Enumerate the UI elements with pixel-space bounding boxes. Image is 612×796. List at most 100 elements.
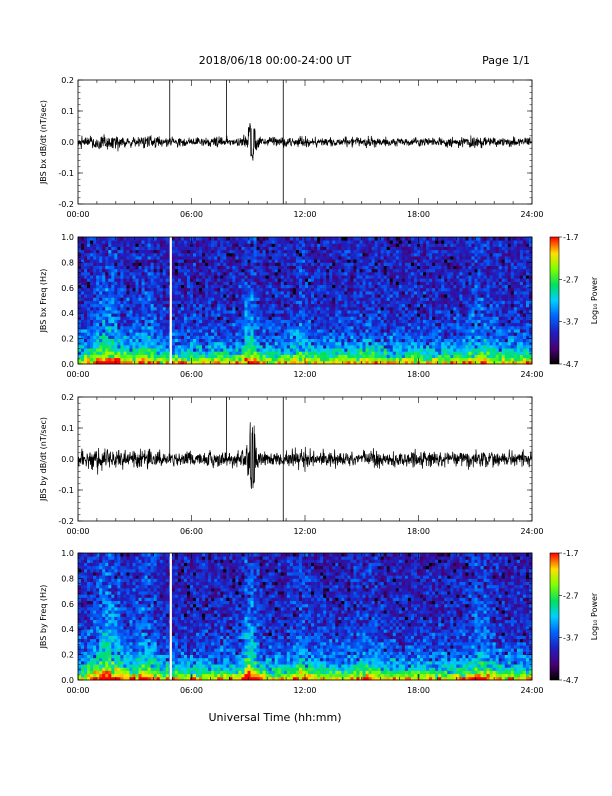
spectrogram-cell	[326, 253, 329, 257]
spectrogram-cell	[393, 294, 396, 298]
spectrogram-cell	[287, 342, 290, 346]
spectrogram-cell	[441, 335, 444, 339]
spectrogram-cell	[393, 351, 396, 355]
spectrogram-cell	[359, 335, 362, 339]
spectrogram-cell	[420, 316, 423, 320]
spectrogram-cell	[184, 288, 187, 292]
spectrogram-cell	[390, 247, 393, 251]
spectrogram-cell	[260, 262, 263, 266]
spectrogram-cell	[184, 304, 187, 308]
spectrogram-cell	[123, 301, 126, 305]
spectrogram-cell	[311, 345, 314, 349]
spectrogram-cell	[320, 332, 323, 336]
spectrogram-cell	[166, 307, 169, 311]
spectrogram-cell	[396, 288, 399, 292]
spectrogram-cell	[441, 323, 444, 327]
spectrogram-cell	[329, 291, 332, 295]
spectrogram-cell	[251, 297, 254, 301]
spectrogram-cell	[247, 285, 250, 289]
spectrogram-cell	[420, 250, 423, 254]
spectrogram-cell	[96, 266, 99, 270]
spectrogram-cell	[350, 237, 353, 241]
spectrogram-cell	[269, 294, 272, 298]
spectrogram-cell	[148, 250, 151, 254]
spectrogram-cell	[353, 269, 356, 273]
spectrogram-cell	[366, 304, 369, 308]
spectrogram-cell	[111, 313, 114, 317]
spectrogram-cell	[145, 332, 148, 336]
spectrogram-cell	[338, 272, 341, 276]
spectrogram-cell	[157, 288, 160, 292]
spectrogram-cell	[384, 358, 387, 362]
spectrogram-cell	[117, 291, 120, 295]
spectrogram-cell	[217, 358, 220, 362]
spectrogram-cell	[266, 281, 269, 285]
spectrogram-cell	[429, 262, 432, 266]
spectrogram-cell	[423, 291, 426, 295]
spectrogram-cell	[114, 250, 117, 254]
spectrogram-cell	[444, 358, 447, 362]
spectrogram-cell	[99, 243, 102, 247]
spectrogram-cell	[359, 297, 362, 301]
spectrogram-cell	[369, 354, 372, 358]
spectrogram-cell	[329, 339, 332, 343]
spectrogram-cell	[369, 329, 372, 333]
spectrogram-cell	[187, 250, 190, 254]
spectrogram-cell	[93, 243, 96, 247]
spectrogram-cell	[302, 281, 305, 285]
spectrogram-cell	[251, 329, 254, 333]
spectrogram-cell	[399, 262, 402, 266]
spectrogram-cell	[260, 313, 263, 317]
spectrogram-cell	[411, 278, 414, 282]
spectrogram-cell	[278, 332, 281, 336]
spectrogram-cell	[366, 278, 369, 282]
spectrogram-cell	[432, 351, 435, 355]
spectrogram-cell	[320, 259, 323, 263]
spectrogram-cell	[332, 237, 335, 241]
spectrogram-cell	[420, 339, 423, 343]
spectrogram-cell	[129, 278, 132, 282]
spectrogram-cell	[126, 301, 129, 305]
spectrogram-cell	[247, 278, 250, 282]
spectrogram-cell	[220, 266, 223, 270]
spectrogram-cell	[408, 348, 411, 352]
spectrogram-cell	[438, 250, 441, 254]
spectrogram-cell	[302, 335, 305, 339]
spectrogram-cell	[136, 285, 139, 289]
spectrogram-cell	[372, 253, 375, 257]
spectrogram-cell	[163, 278, 166, 282]
spectrogram-cell	[335, 307, 338, 311]
spectrogram-cell	[193, 307, 196, 311]
spectrogram-cell	[126, 250, 129, 254]
spectrogram-cell	[226, 342, 229, 346]
spectrogram-cell	[402, 339, 405, 343]
spectrogram-cell	[223, 326, 226, 330]
spectrogram-cell	[126, 332, 129, 336]
spectrogram-cell	[378, 358, 381, 362]
spectrogram-cell	[432, 354, 435, 358]
spectrogram-cell	[132, 335, 135, 339]
spectrogram-cell	[175, 304, 178, 308]
spectrogram-cell	[335, 243, 338, 247]
spectrogram-cell	[269, 256, 272, 260]
spectrogram-cell	[408, 320, 411, 324]
spectrogram-cell	[272, 323, 275, 327]
spectrogram-cell	[81, 304, 84, 308]
spectrogram-cell	[405, 243, 408, 247]
spectrogram-cell	[347, 281, 350, 285]
spectrogram-cell	[314, 275, 317, 279]
spectrogram-cell	[105, 313, 108, 317]
spectrogram-cell	[172, 348, 175, 352]
spectrogram-cell	[278, 297, 281, 301]
spectrogram-cell	[129, 272, 132, 276]
spectrogram-cell	[235, 332, 238, 336]
spectrogram-cell	[126, 291, 129, 295]
spectrogram-cell	[145, 253, 148, 257]
spectrogram-cell	[414, 266, 417, 270]
spectrogram-cell	[326, 262, 329, 266]
spectrogram-cell	[145, 275, 148, 279]
spectrogram-cell	[184, 272, 187, 276]
spectrogram-cell	[220, 345, 223, 349]
spectrogram-cell	[393, 335, 396, 339]
spectrogram-cell	[160, 307, 163, 311]
